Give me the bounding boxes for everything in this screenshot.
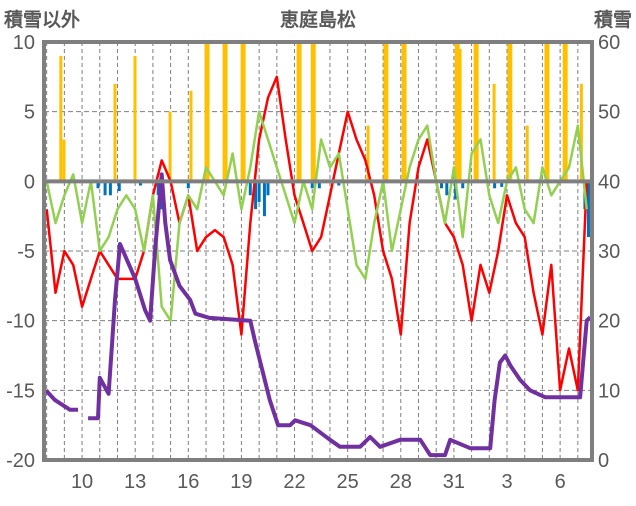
left-axis-tick-label: -5 — [17, 241, 35, 263]
orange-bar — [189, 90, 193, 182]
blue-bar — [156, 181, 160, 196]
blue-bar — [317, 181, 321, 189]
right-axis-tick-label: 30 — [598, 241, 620, 263]
orange-bar — [473, 42, 479, 182]
blue-bar — [439, 181, 443, 189]
blue-bar — [257, 181, 261, 203]
left-axis-title: 積雪以外 — [4, 8, 80, 31]
blue-bar — [117, 181, 121, 192]
left-axis-tick-label: -15 — [6, 380, 35, 402]
orange-bar — [133, 55, 137, 182]
orange-bar — [296, 42, 302, 182]
orange-bar — [579, 83, 583, 182]
left-axis-tick-label: 5 — [24, 102, 35, 124]
blue-bar — [445, 181, 449, 196]
orange-bar — [507, 42, 513, 182]
x-axis-tick-label: 19 — [230, 471, 252, 493]
orange-bar — [310, 42, 316, 182]
orange-bar — [454, 42, 460, 182]
orange-bar — [458, 48, 462, 182]
green-series-line — [45, 110, 588, 322]
left-axis-tick-label: -10 — [6, 311, 35, 333]
left-axis-tick-label: 10 — [13, 32, 35, 54]
right-axis-tick-label: 50 — [598, 102, 620, 124]
right-axis-tick-label: 60 — [598, 32, 620, 54]
blue-bar — [186, 181, 190, 189]
blue-bar — [103, 181, 107, 196]
red-series-line — [45, 75, 588, 392]
orange-bar — [222, 42, 228, 182]
orange-bar — [492, 83, 496, 182]
blue-bar — [254, 181, 258, 210]
right-axis-tick-label: 0 — [598, 450, 609, 472]
right-axis-title: 積雪 — [594, 8, 632, 31]
plot-frame — [42, 40, 594, 462]
right-axis-tick-label: 40 — [598, 171, 620, 193]
x-axis-tick-label: 13 — [124, 471, 146, 493]
x-axis-tick-label: 31 — [443, 471, 465, 493]
x-axis-tick-label: 10 — [71, 471, 93, 493]
x-axis-tick-label: 16 — [177, 471, 199, 493]
left-axis-tick-label: 0 — [24, 171, 35, 193]
orange-bar — [113, 83, 117, 182]
orange-bar — [525, 125, 529, 182]
blue-bar — [138, 181, 142, 186]
blue-bar — [461, 181, 465, 189]
orange-bar — [401, 42, 407, 182]
x-axis-tick-label: 25 — [337, 471, 359, 493]
orange-bar — [59, 55, 63, 182]
left-axis-tick-label: -20 — [6, 450, 35, 472]
chart-title: 恵庭島松 — [280, 8, 356, 31]
blue-bar — [337, 181, 341, 186]
right-axis-tick-label: 20 — [598, 311, 620, 333]
gridlines — [44, 42, 592, 460]
blue-bar — [262, 181, 266, 217]
blue-bar — [493, 181, 497, 189]
blue-bar — [96, 181, 100, 189]
x-axis-tick-label: 3 — [501, 471, 512, 493]
blue-bar — [266, 181, 270, 196]
blue-bar — [500, 181, 504, 187]
blue-bar — [586, 181, 590, 238]
orange-bar — [366, 125, 370, 182]
blue-bar — [310, 181, 314, 189]
orange-bar — [544, 42, 550, 182]
orange-bar — [168, 111, 172, 182]
right-axis-tick-label: 10 — [598, 380, 620, 402]
purple-series-line — [44, 172, 592, 458]
orange-bar — [240, 42, 246, 182]
orange-bar — [562, 42, 568, 182]
blue-bar — [108, 181, 112, 196]
plot-border — [42, 40, 594, 462]
orange-bar — [383, 42, 389, 182]
x-axis-tick-label: 22 — [283, 471, 305, 493]
blue-bar — [248, 181, 252, 196]
orange-bar — [62, 139, 66, 182]
x-axis-tick-label: 28 — [390, 471, 412, 493]
orange-bar — [204, 42, 210, 182]
line-series — [44, 75, 592, 458]
x-axis-tick-label: 6 — [555, 471, 566, 493]
